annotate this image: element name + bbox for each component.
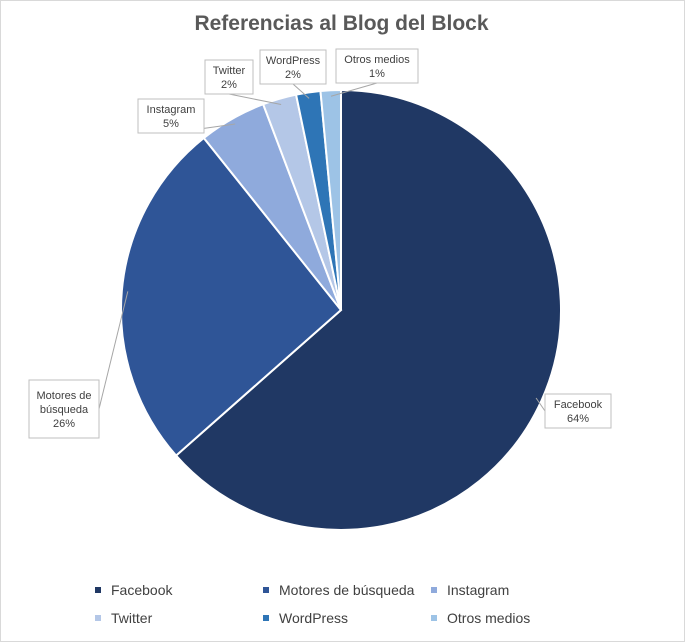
data-label-6-1: Otros medios [344, 54, 410, 66]
legend-label-2: Motores de búsqueda [279, 582, 415, 598]
legend-swatch-1 [95, 587, 101, 593]
legend-swatch-2 [263, 587, 269, 593]
data-label-5-1: WordPress [266, 55, 321, 67]
callout-leader-1 [535, 397, 546, 412]
callout-leader-4 [228, 93, 282, 106]
callout-box-1 [544, 393, 612, 429]
legend-label-5: WordPress [279, 610, 348, 626]
callout-box-2 [28, 379, 100, 439]
data-label-2-3: 26% [53, 418, 75, 430]
data-label-2-2: búsqueda [40, 404, 89, 416]
callout-box-6 [335, 48, 419, 84]
callout-box-4 [204, 59, 254, 95]
legend-item-4: Twitter [95, 610, 152, 626]
legend-label-3: Instagram [447, 582, 510, 598]
pie-slice-2 [120, 136, 343, 457]
data-label-2-1: Motores de [36, 390, 91, 402]
legend-swatch-3 [431, 587, 437, 593]
legend-label-1: Facebook [111, 582, 173, 598]
data-label-4-1: Twitter [213, 65, 246, 77]
callout-box-5 [259, 49, 327, 85]
chart-title: Referencias al Blog del Block [194, 12, 489, 35]
data-label-6-2: 1% [369, 68, 385, 80]
data-label-3-1: Instagram [147, 104, 196, 116]
data-label-3-2: 5% [163, 118, 179, 130]
legend-swatch-6 [431, 615, 437, 621]
data-label-1-2: 64% [567, 413, 589, 425]
legend-item-2: Motores de búsqueda [263, 582, 414, 598]
callout-box-3 [137, 98, 205, 134]
pie-slice-1 [174, 88, 562, 531]
legend-swatch-4 [95, 615, 101, 621]
callout-leader-6 [330, 82, 378, 97]
legend-item-6: Otros medios [431, 610, 530, 626]
legend-item-3: Instagram [431, 582, 509, 598]
data-label-4-2: 2% [221, 79, 237, 91]
legend-label-6: Otros medios [447, 610, 531, 626]
legend-swatch-5 [263, 615, 269, 621]
data-label-1-1: Facebook [554, 399, 603, 411]
legend-item-1: Facebook [95, 582, 172, 598]
data-label-5-2: 2% [285, 69, 301, 81]
pie-slice-6 [319, 88, 342, 311]
legend-label-4: Twitter [111, 610, 153, 626]
callout-leader-5 [292, 83, 310, 99]
callout-leader-2 [98, 291, 129, 410]
legend-item-5: WordPress [263, 610, 348, 626]
